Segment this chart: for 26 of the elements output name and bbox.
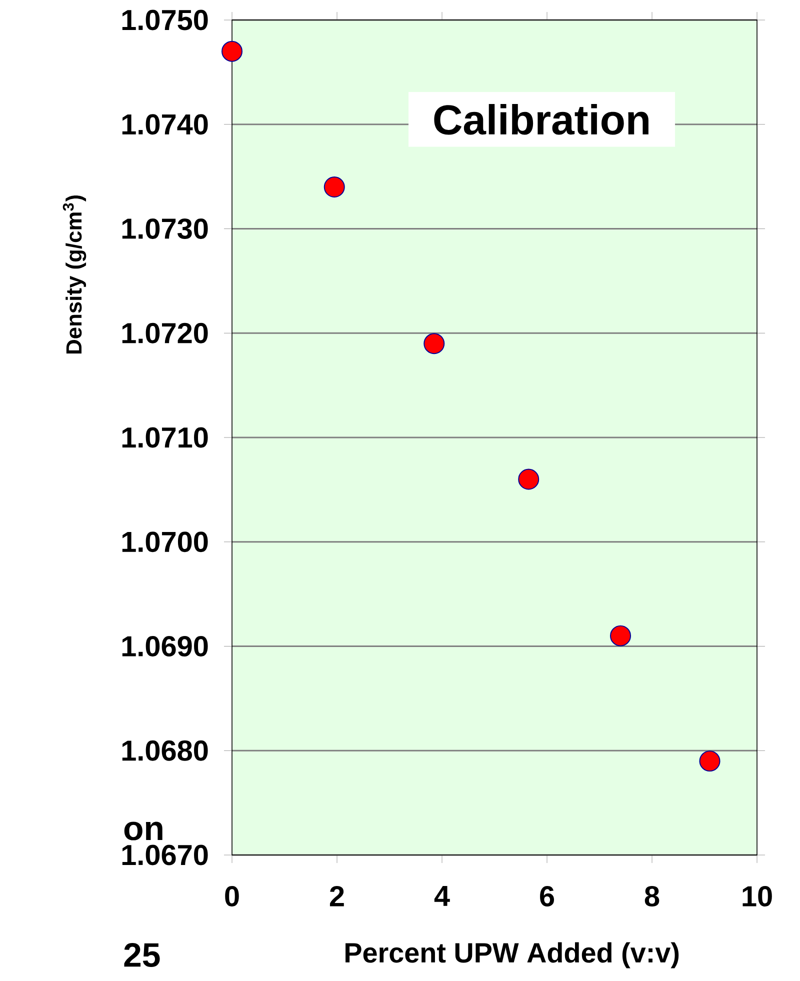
x-tick-label: 2 bbox=[330, 886, 344, 906]
point bbox=[222, 40, 242, 62]
y-tick-label: 1.0690 bbox=[122, 636, 208, 656]
x-axis-title: Percent UPW Added (v:v) bbox=[346, 942, 679, 968]
annotation: Calibration bbox=[434, 104, 648, 135]
y-axis-title: Density (g/cm$^{3}$) bbox=[62, 195, 86, 354]
x-tick-label: 10 bbox=[742, 886, 772, 906]
text: 25 bbox=[124, 943, 160, 968]
x-tick-label: 4 bbox=[434, 886, 450, 906]
x-tick-label: 6 bbox=[540, 886, 554, 906]
y-tick-label: 1.0680 bbox=[122, 740, 208, 761]
point bbox=[324, 176, 345, 198]
point bbox=[518, 468, 540, 490]
y-tick-label: 1.0740 bbox=[122, 114, 208, 135]
y-tick-label: 1.0720 bbox=[122, 322, 208, 344]
point bbox=[610, 625, 632, 646]
y-tick-label: 1.0670 bbox=[122, 844, 208, 866]
point bbox=[424, 333, 445, 354]
y-tick-label: 1.0710 bbox=[122, 427, 208, 448]
y-tick-label: 1.0700 bbox=[122, 532, 208, 552]
y-tick-label: 1.0750 bbox=[122, 10, 208, 30]
text: on bbox=[124, 822, 162, 840]
x-tick-label: 0 bbox=[225, 886, 239, 906]
y-tick-label: 1.0730 bbox=[122, 218, 208, 239]
point bbox=[699, 750, 720, 772]
x-tick-label: 8 bbox=[644, 886, 660, 906]
